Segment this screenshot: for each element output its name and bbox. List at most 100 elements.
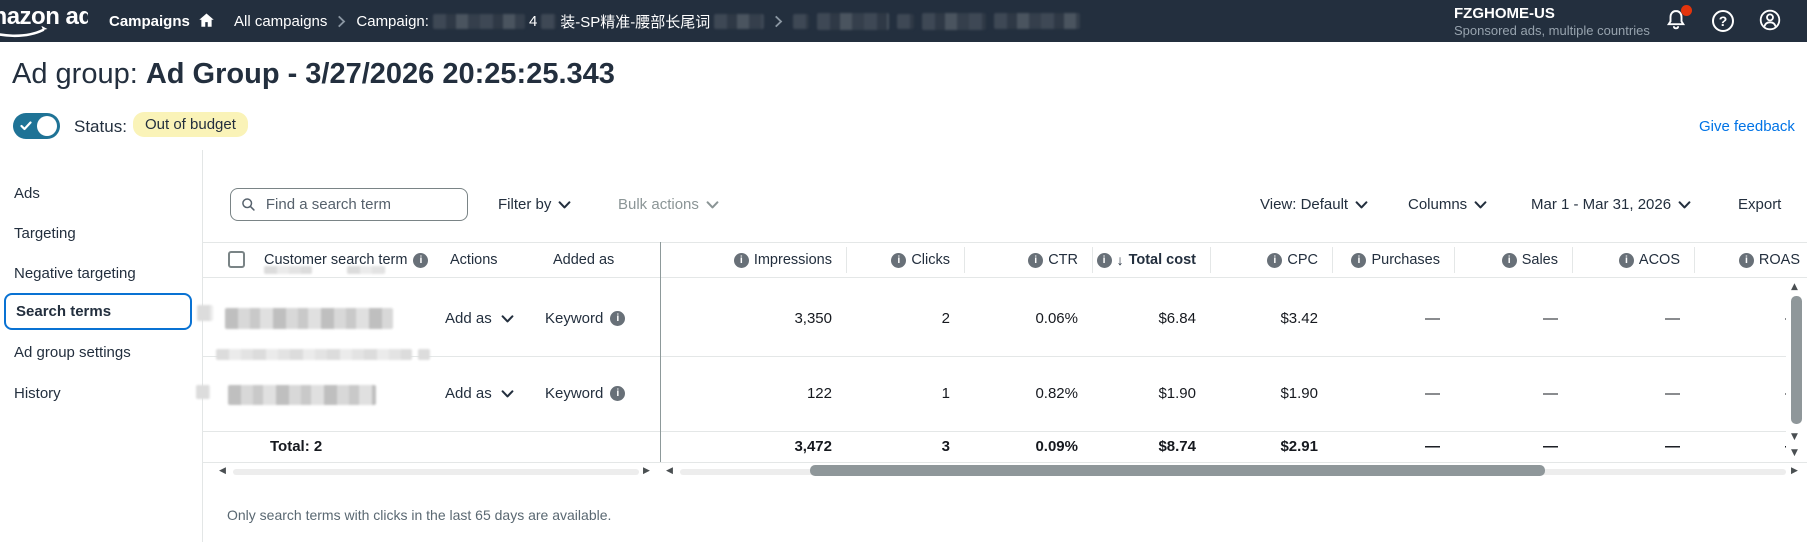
amazon-ads-logo[interactable]: amazon ads xyxy=(0,3,88,41)
sidebar-item-ad-group-settings[interactable]: Ad group settings xyxy=(14,344,131,361)
bulk-actions-dropdown[interactable]: Bulk actions xyxy=(618,196,719,213)
scroll-right-icon[interactable]: ▶ xyxy=(1791,466,1798,476)
search-icon xyxy=(242,198,255,211)
scroll-down-icon[interactable]: ▼ xyxy=(1791,432,1798,442)
added-as-value: Keyword xyxy=(545,385,604,402)
home-icon[interactable] xyxy=(197,11,216,35)
sidebar-item-targeting[interactable]: Targeting xyxy=(14,225,76,242)
left-pane-hscrollbar-track[interactable] xyxy=(233,469,639,475)
cell-ctr: 0.06% xyxy=(1035,310,1078,327)
cell-total-cost: $1.90 xyxy=(1158,385,1196,402)
info-icon[interactable]: i xyxy=(891,252,907,268)
add-as-dropdown[interactable]: Add as xyxy=(445,310,514,327)
info-icon[interactable]: i xyxy=(1618,252,1634,268)
chevron-down-icon xyxy=(1355,200,1368,208)
sidebar-item-history[interactable]: History xyxy=(14,385,61,402)
column-header-label: Total cost xyxy=(1128,252,1196,268)
redacted-text-block xyxy=(264,266,312,274)
info-icon[interactable]: i xyxy=(1096,252,1112,268)
column-header-label: Added as xyxy=(553,252,615,268)
column-separator xyxy=(1694,247,1695,273)
column-header-clicks[interactable]: i Clicks xyxy=(800,252,950,268)
cell-cpc: $3.42 xyxy=(1280,310,1318,327)
scroll-left-icon[interactable]: ◀ xyxy=(219,466,226,476)
column-header-purchases[interactable]: i Purchases xyxy=(1290,252,1440,268)
breadcrumb-campaign[interactable]: Campaign: 4 装-SP精准-腰部长尾词 xyxy=(356,11,765,32)
scroll-down-icon[interactable]: ▼ xyxy=(1791,448,1798,458)
view-dropdown[interactable]: View: Default xyxy=(1260,196,1368,213)
sidebar-item-search-terms[interactable]: Search terms xyxy=(4,293,192,330)
info-icon[interactable]: i xyxy=(610,311,626,326)
total-sales: — xyxy=(1543,438,1558,455)
column-header-label: ACOS xyxy=(1638,252,1680,268)
search-input[interactable] xyxy=(263,195,457,214)
export-label: Export xyxy=(1738,196,1782,213)
cell-impressions: 3,350 xyxy=(794,310,832,327)
redacted-text-block xyxy=(922,12,987,30)
column-header-label: Sales xyxy=(1521,252,1558,268)
sidebar-divider xyxy=(202,150,203,542)
account-switcher[interactable]: FZGHOME-US Sponsored ads, multiple count… xyxy=(1454,4,1650,38)
column-header-label: CTR xyxy=(1048,252,1078,268)
info-icon[interactable]: i xyxy=(1738,252,1754,268)
breadcrumb: All campaigns Campaign: 4 装-SP精准-腰部长尾词 xyxy=(234,0,1081,42)
redacted-text-block xyxy=(897,13,915,29)
breadcrumb-separator-icon xyxy=(774,15,783,28)
added-as-cell: Keyword i xyxy=(545,310,626,327)
info-icon[interactable]: i xyxy=(1028,252,1044,268)
vertical-scrollbar-thumb[interactable] xyxy=(1791,296,1802,424)
info-icon[interactable]: i xyxy=(610,386,626,401)
columns-label: Columns xyxy=(1408,196,1468,213)
scroll-up-icon[interactable]: ▲ xyxy=(1791,282,1798,292)
column-separator xyxy=(1572,247,1573,273)
notifications-bell-icon[interactable] xyxy=(1664,5,1692,34)
status-toggle[interactable] xyxy=(13,113,60,139)
sidebar-item-ads[interactable]: Ads xyxy=(14,185,40,202)
date-range-label: Mar 1 - Mar 31, 2026 xyxy=(1531,196,1672,213)
scroll-left-icon[interactable]: ◀ xyxy=(666,466,673,476)
top-navigation-bar: amazon ads Campaigns All campaigns Campa… xyxy=(0,0,1807,42)
filter-by-label: Filter by xyxy=(498,196,552,213)
select-all-checkbox[interactable] xyxy=(228,251,245,268)
cell-impressions: 122 xyxy=(806,385,832,402)
help-icon[interactable]: ? xyxy=(1712,10,1734,32)
breadcrumb-all-campaigns[interactable]: All campaigns xyxy=(234,12,328,30)
column-header-total-cost[interactable]: i ↓ Total cost xyxy=(1046,252,1196,268)
column-header-cpc[interactable]: i CPC xyxy=(1168,252,1318,268)
search-term-searchbox[interactable] xyxy=(230,188,468,221)
redacted-text-block xyxy=(347,266,385,274)
total-purchases: — xyxy=(1425,438,1440,455)
column-header-customer-search-term[interactable]: Customer search term i xyxy=(264,252,429,268)
sidebar-item-negative-targeting[interactable]: Negative targeting xyxy=(14,265,136,282)
cell-total-cost: $6.84 xyxy=(1158,310,1196,327)
column-header-ctr[interactable]: i CTR xyxy=(928,252,1078,268)
columns-dropdown[interactable]: Columns xyxy=(1408,196,1487,213)
cell-clicks: 1 xyxy=(941,385,950,402)
column-header-acos[interactable]: i ACOS xyxy=(1530,252,1680,268)
account-profile-icon[interactable] xyxy=(1758,8,1782,32)
export-button[interactable]: Export xyxy=(1738,196,1781,213)
right-pane-hscrollbar-thumb[interactable] xyxy=(810,465,1545,476)
info-icon[interactable]: i xyxy=(1501,252,1517,268)
chevron-down-icon xyxy=(1474,200,1487,208)
date-range-dropdown[interactable]: Mar 1 - Mar 31, 2026 xyxy=(1531,196,1691,213)
column-header-sales[interactable]: i Sales xyxy=(1408,252,1558,268)
give-feedback-link[interactable]: Give feedback xyxy=(1699,118,1795,135)
info-icon[interactable]: i xyxy=(413,252,429,268)
column-header-impressions[interactable]: i Impressions xyxy=(682,252,832,268)
info-icon[interactable]: i xyxy=(733,252,749,268)
info-icon[interactable]: i xyxy=(1351,252,1367,268)
column-header-roas[interactable]: i ROAS xyxy=(1650,252,1800,268)
filter-by-dropdown[interactable]: Filter by xyxy=(498,196,571,213)
column-header-label: Clicks xyxy=(911,252,950,268)
add-as-dropdown[interactable]: Add as xyxy=(445,385,514,402)
cell-acos: — xyxy=(1665,385,1680,402)
scroll-right-icon[interactable]: ▶ xyxy=(643,466,650,476)
column-separator xyxy=(1454,247,1455,273)
status-badge: Out of budget xyxy=(133,112,248,137)
nav-campaigns-link[interactable]: Campaigns xyxy=(109,13,190,30)
breadcrumb-separator-icon xyxy=(337,15,346,28)
info-icon[interactable]: i xyxy=(1267,252,1283,268)
page-title: Ad group: Ad Group - 3/27/2026 20:25:25.… xyxy=(12,58,615,91)
